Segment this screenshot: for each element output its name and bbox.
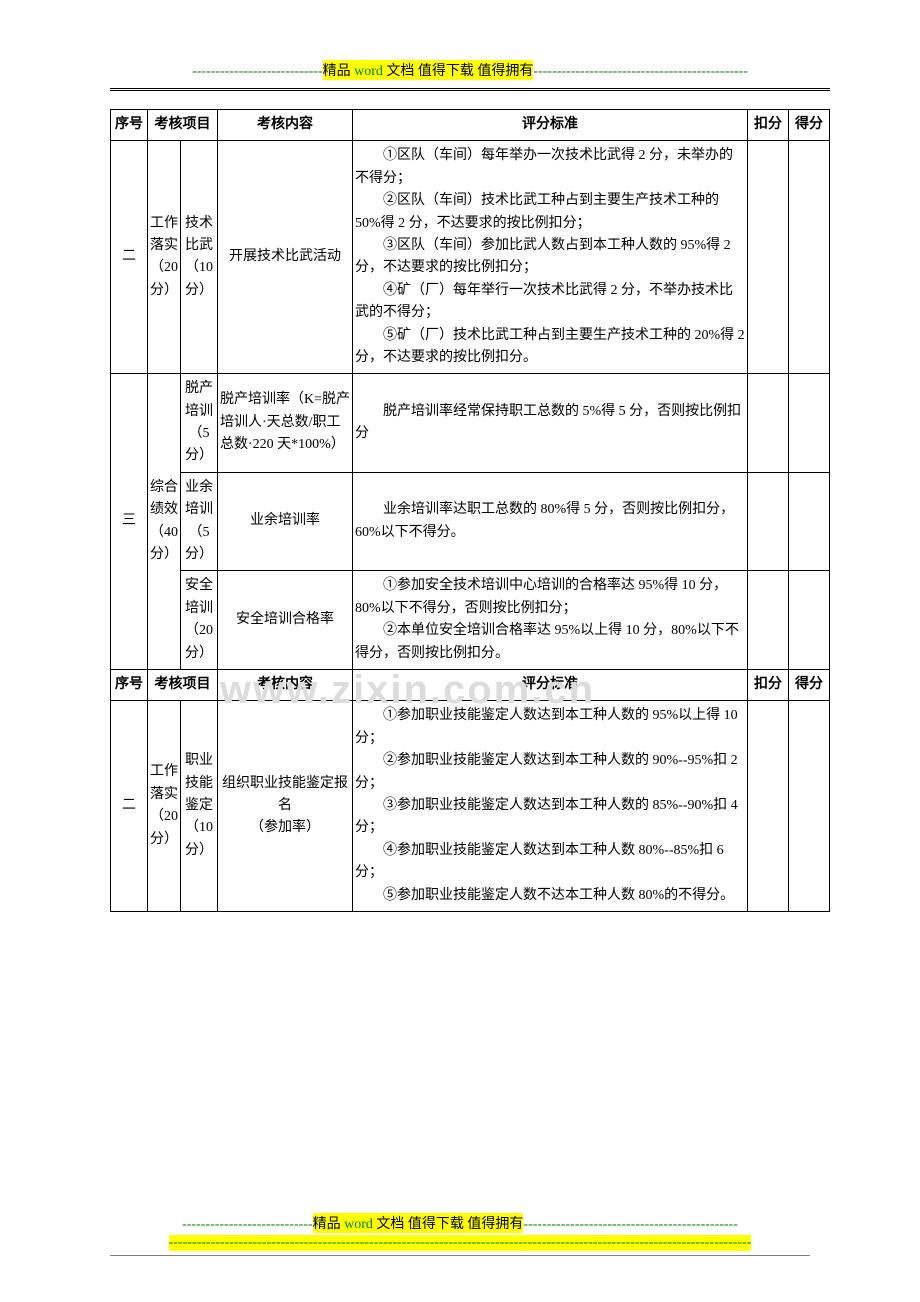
cell-deduct xyxy=(748,701,789,912)
header-seq: 序号 xyxy=(111,110,148,141)
table-row: 二 工作落实（20分） 职业技能鉴定（10分） 组织职业技能鉴定报名 （参加率）… xyxy=(111,701,830,912)
cell-content: 开展技术比武活动 xyxy=(218,141,353,374)
banner-dashes-right: ----------------------------------------… xyxy=(533,64,747,79)
cell-criteria: ①参加职业技能鉴定人数达到本工种人数的 95%以上得 10 分； ②参加职业技能… xyxy=(353,701,748,912)
cell-content: 脱产培训率（K=脱产培训人·天总数/职工总数·220 天*100%） xyxy=(218,374,353,473)
header-content: 考核内容 xyxy=(218,669,353,700)
cell-score xyxy=(789,472,830,571)
footer-word: word xyxy=(344,1217,373,1232)
footer-text-a: 精品 xyxy=(313,1217,345,1232)
cell-content: 组织职业技能鉴定报名 （参加率） xyxy=(218,701,353,912)
footer-dashes-right: ----------------------------------------… xyxy=(523,1217,737,1232)
crit-line: ③参加职业技能鉴定人数达到本工种人数的 85%--90%扣 4 分； xyxy=(355,795,745,840)
crit-line: ⑤矿（厂）技术比武工种占到主要生产技术工种的 20%得 2 分，不达要求的按比例… xyxy=(355,325,745,370)
table-row: 业余培训（5分） 业余培训率 业余培训率达职工总数的 80%得 5 分，否则按比… xyxy=(111,472,830,571)
header-proj: 考核项目 xyxy=(148,110,218,141)
cell-score xyxy=(789,701,830,912)
content-sub: （参加率） xyxy=(250,820,320,835)
cell-criteria: ①区队（车间）每年举办一次技术比武得 2 分，未举办的不得分； ②区队（车间）技… xyxy=(353,141,748,374)
header-deduct: 扣分 xyxy=(748,110,789,141)
header-banner: ----------------------------精品 word 文档 值… xyxy=(110,60,830,80)
content-main: 组织职业技能鉴定报名 xyxy=(222,776,348,813)
cell-criteria: 业余培训率达职工总数的 80%得 5 分，否则按比例扣分，60%以下不得分。 xyxy=(353,472,748,571)
header-criteria: 评分标准 xyxy=(353,110,748,141)
banner-dashes-left: ---------------------------- xyxy=(192,64,323,79)
footer-rule xyxy=(110,1255,810,1256)
cell-seq: 二 xyxy=(111,141,148,374)
crit-line: ④矿（厂）每年举行一次技术比武得 2 分，不举办技术比武的不得分； xyxy=(355,280,745,325)
footer-line2: ----------------------------------------… xyxy=(169,1235,752,1251)
cell-proj2: 脱产培训（5分） xyxy=(181,374,218,473)
table-row: 安全培训（20分） 安全培训合格率 ①参加安全技术培训中心培训的合格率达 95%… xyxy=(111,571,830,670)
cell-seq: 二 xyxy=(111,701,148,912)
crit-line: ②本单位安全培训合格率达 95%以上得 10 分，80%以下不得分，否则按比例扣… xyxy=(355,620,745,665)
crit-line: ①参加安全技术培训中心培训的合格率达 95%得 10 分，80%以下不得分，否则… xyxy=(355,575,745,620)
footer-banner: ----------------------------精品 word 文档 值… xyxy=(0,1213,920,1256)
cell-content: 业余培训率 xyxy=(218,472,353,571)
banner-word: word xyxy=(354,64,383,79)
header-rule xyxy=(110,88,830,91)
cell-deduct xyxy=(748,472,789,571)
crit-line: ②区队（车间）技术比武工种占到主要生产技术工种的 50%得 2 分，不达要求的按… xyxy=(355,190,745,235)
crit-line: ④参加职业技能鉴定人数达到本工种人数 80%--85%扣 6 分； xyxy=(355,840,745,885)
crit-line: ①参加职业技能鉴定人数达到本工种人数的 95%以上得 10 分； xyxy=(355,705,745,750)
header-content: 考核内容 xyxy=(218,110,353,141)
header-score: 得分 xyxy=(789,669,830,700)
crit-line: 脱产培训率经常保持职工总数的 5%得 5 分，否则按比例扣分 xyxy=(355,401,745,446)
crit-line: ②参加职业技能鉴定人数达到本工种人数的 90%--95%扣 2 分； xyxy=(355,750,745,795)
cell-criteria: ①参加安全技术培训中心培训的合格率达 95%得 10 分，80%以下不得分，否则… xyxy=(353,571,748,670)
cell-deduct xyxy=(748,374,789,473)
crit-line: ⑤参加职业技能鉴定人数不达本工种人数 80%的不得分。 xyxy=(355,885,745,907)
cell-score xyxy=(789,374,830,473)
cell-proj2: 安全培训（20分） xyxy=(181,571,218,670)
cell-proj2: 职业技能鉴定（10分） xyxy=(181,701,218,912)
cell-proj2: 业余培训（5分） xyxy=(181,472,218,571)
cell-score xyxy=(789,571,830,670)
table-row: 二 工作落实（20分） 技术比武（10分） 开展技术比武活动 ①区队（车间）每年… xyxy=(111,141,830,374)
crit-line: 业余培训率达职工总数的 80%得 5 分，否则按比例扣分，60%以下不得分。 xyxy=(355,499,745,544)
crit-line: ①区队（车间）每年举办一次技术比武得 2 分，未举办的不得分； xyxy=(355,145,745,190)
cell-deduct xyxy=(748,571,789,670)
header-seq: 序号 xyxy=(111,669,148,700)
header-proj: 考核项目 xyxy=(148,669,218,700)
footer-text-b: 文档 值得下载 值得拥有 xyxy=(373,1217,524,1232)
header-score: 得分 xyxy=(789,110,830,141)
cell-proj1: 工作落实（20分） xyxy=(148,141,181,374)
cell-content: 安全培训合格率 xyxy=(218,571,353,670)
cell-criteria: 脱产培训率经常保持职工总数的 5%得 5 分，否则按比例扣分 xyxy=(353,374,748,473)
cell-proj1: 综合绩效（40分） xyxy=(148,374,181,670)
table-row: 三 综合绩效（40分） 脱产培训（5分） 脱产培训率（K=脱产培训人·天总数/职… xyxy=(111,374,830,473)
cell-score xyxy=(789,141,830,374)
table-header-row: 序号 考核项目 考核内容 评分标准 扣分 得分 xyxy=(111,669,830,700)
header-criteria: 评分标准 xyxy=(353,669,748,700)
cell-deduct xyxy=(748,141,789,374)
table-header-row: 序号 考核项目 考核内容 评分标准 扣分 得分 xyxy=(111,110,830,141)
banner-text-a: 精品 xyxy=(323,64,355,79)
assessment-table-1: 序号 考核项目 考核内容 评分标准 扣分 得分 二 工作落实（20分） 技术比武… xyxy=(110,109,830,912)
footer-dashes-left: ---------------------------- xyxy=(182,1217,313,1232)
cell-proj1: 工作落实（20分） xyxy=(148,701,181,912)
header-deduct: 扣分 xyxy=(748,669,789,700)
cell-seq: 三 xyxy=(111,374,148,670)
crit-line: ③区队（车间）参加比武人数占到本工种人数的 95%得 2 分，不达要求的按比例扣… xyxy=(355,235,745,280)
cell-proj2: 技术比武（10分） xyxy=(181,141,218,374)
banner-text-b: 文档 值得下载 值得拥有 xyxy=(383,64,534,79)
